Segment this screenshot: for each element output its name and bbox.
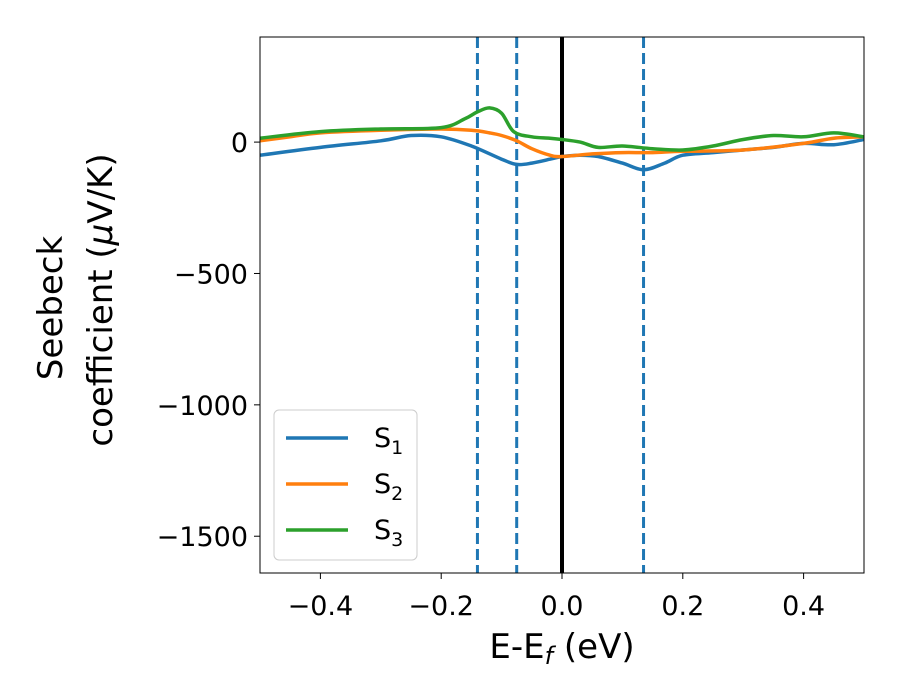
y-axis: 0 −500 −1000 −1500 (157, 128, 260, 553)
x-tick-label: 0.4 (782, 591, 825, 622)
series-line-s3 (260, 106, 864, 152)
y-axis-label-line2: coefficient (μV/K) (81, 153, 121, 446)
x-tick-label: 0.0 (541, 591, 584, 622)
vertical-reference-lines (475, 37, 646, 573)
y-tick-label: −1000 (157, 391, 248, 422)
legend-label-s1: S1 (374, 423, 403, 459)
y-tick-label: −1500 (157, 522, 248, 553)
x-axis-label: E-Ef (eV) (489, 627, 634, 670)
x-axis: −0.4 −0.2 0.0 0.2 0.4 (288, 573, 825, 622)
legend-label-s2: S2 (374, 469, 403, 505)
legend-label-s3: S3 (374, 515, 403, 551)
series-lines (260, 106, 864, 172)
y-tick-label: −500 (174, 259, 248, 290)
x-tick-label: −0.2 (408, 591, 474, 622)
y-axis-label-line1: Seebeck (31, 236, 71, 381)
x-tick-label: 0.2 (661, 591, 704, 622)
y-tick-label: 0 (231, 128, 248, 159)
legend: S1 S2 S3 (273, 409, 418, 561)
x-tick-label: −0.4 (288, 591, 354, 622)
